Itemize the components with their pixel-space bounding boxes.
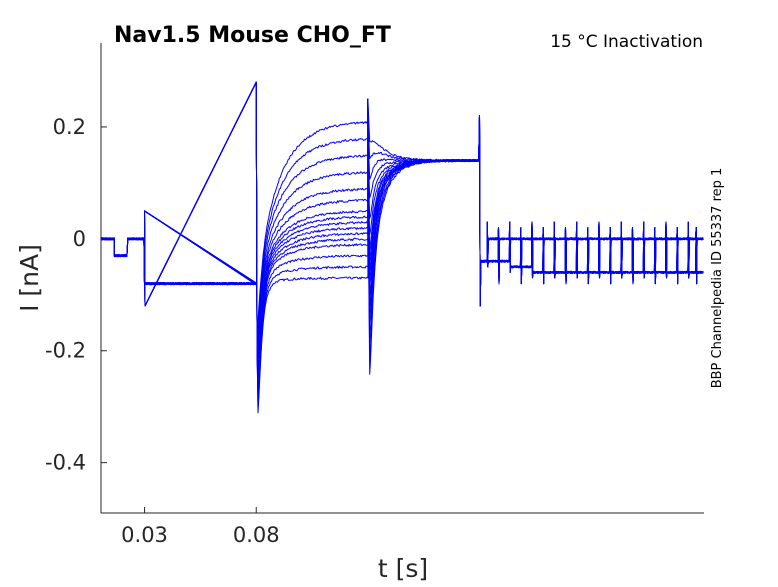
current-trace	[100, 81, 704, 352]
chart-side-label: BBP Channelpedia ID 55337 rep 1	[710, 168, 725, 389]
x-tick-label: 0.08	[233, 523, 280, 547]
current-trace	[100, 81, 704, 404]
chart-subtitle: 15 °C Inactivation	[550, 32, 703, 52]
current-trace	[100, 81, 704, 352]
current-trace	[100, 81, 704, 370]
current-trace	[100, 81, 704, 352]
y-tick-label: 0	[73, 227, 86, 251]
current-trace	[100, 81, 704, 355]
axes	[100, 43, 704, 514]
current-trace	[100, 81, 704, 379]
y-tick-label: 0.2	[53, 115, 86, 139]
chart-title: Nav1.5 Mouse CHO_FT	[114, 23, 391, 48]
x-tick-label: 0.03	[121, 523, 168, 547]
current-trace	[100, 81, 704, 410]
traces	[100, 81, 704, 414]
y-tick-label: -0.4	[45, 451, 86, 475]
current-trace	[100, 81, 704, 352]
current-trace	[100, 81, 704, 360]
x-axis-label: t [s]	[378, 554, 428, 583]
y-tick-label: -0.2	[45, 339, 86, 363]
current-trace	[100, 81, 704, 352]
y-axis-label: I [nA]	[15, 244, 44, 312]
ticks: -0.4 -0.2 0 0.2 0.03 0.08	[45, 115, 280, 547]
current-trace	[100, 81, 704, 352]
current-trace	[100, 81, 704, 414]
current-trace	[101, 81, 704, 390]
current-trace	[100, 81, 704, 352]
